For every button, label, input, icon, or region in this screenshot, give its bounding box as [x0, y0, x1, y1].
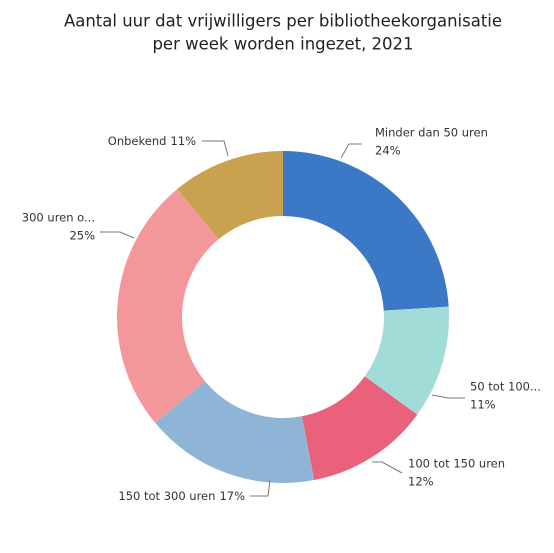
- donut-slice: [116, 189, 219, 423]
- leader-line: [250, 479, 271, 497]
- slice-label-group: Onbekend 11%: [108, 134, 196, 148]
- slice-value-label: 17%: [219, 489, 245, 503]
- donut-slice: [155, 381, 315, 483]
- slice-label-group: 150 tot 300 uren 17%: [118, 489, 245, 503]
- chart-title: per week worden ingezet, 2021: [152, 35, 413, 54]
- slice-label: Onbekend: [108, 134, 167, 148]
- leader-line: [100, 231, 135, 239]
- donut-slice: [301, 376, 418, 481]
- slice-label: 300 uren o...: [22, 211, 95, 225]
- slice-value-label: 11%: [470, 398, 496, 412]
- donut-slice: [283, 151, 449, 311]
- slice-label: 50 tot 100...: [470, 380, 541, 394]
- donut-slice: [364, 306, 449, 415]
- slice-value-label: 11%: [170, 134, 196, 148]
- leader-line: [372, 461, 403, 474]
- slice-value-label: 12%: [408, 475, 434, 489]
- slice-label: 150 tot 300 uren: [118, 489, 215, 503]
- slice-value-label: 25%: [69, 229, 95, 243]
- slice-value-label: 24%: [375, 144, 401, 158]
- leader-line: [202, 140, 229, 157]
- slice-label: Minder dan 50 uren: [375, 126, 488, 140]
- donut-slice: [177, 151, 283, 240]
- slice-label: 100 tot 150 uren: [408, 457, 505, 471]
- leader-line: [340, 143, 362, 159]
- leader-line: [431, 394, 465, 399]
- chart-title: Aantal uur dat vrijwilligers per bibliot…: [64, 12, 502, 31]
